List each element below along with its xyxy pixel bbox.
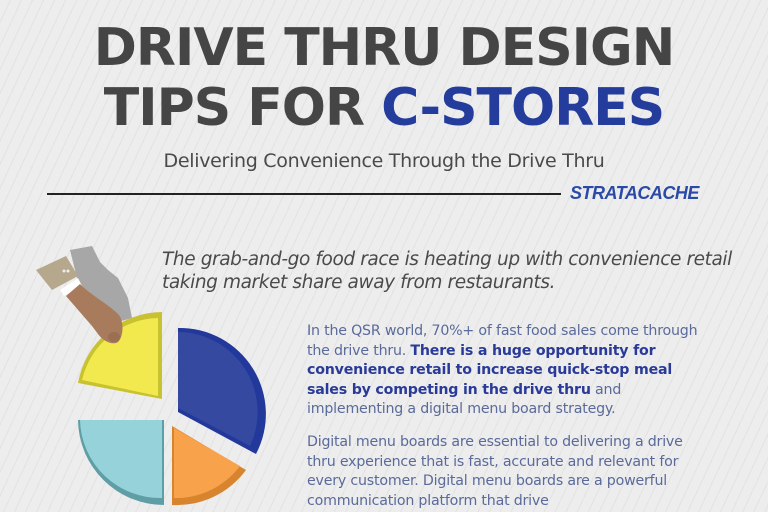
lead-text: The grab-and-go food race is heating up … <box>162 249 732 293</box>
page-title-line2: TIPS FOR C-STORES <box>0 82 768 134</box>
title-prefix: TIPS FOR <box>103 78 382 138</box>
p1-text: In the QSR world, 70%+ of fast food sale… <box>307 323 698 359</box>
p1-text-end: and implementing a digital menu board st… <box>307 381 622 418</box>
title-accent: C-STORES <box>381 78 665 138</box>
p1-bold-text: There is a huge opportunity for convenie… <box>307 342 673 398</box>
subtitle: Delivering Convenience Through the Drive… <box>163 150 605 172</box>
divider <box>47 193 561 195</box>
page-title-line1: DRIVE THRU DESIGN <box>93 18 675 78</box>
body-paragraph-1: In the QSR world, 70%+ of fast food sale… <box>307 322 707 420</box>
body-paragraph-2: Digital menu boards are essential to del… <box>307 434 683 509</box>
brand-logo: STRATACACHE <box>570 183 699 203</box>
hand-taking-pie-slice-icon <box>36 246 266 506</box>
